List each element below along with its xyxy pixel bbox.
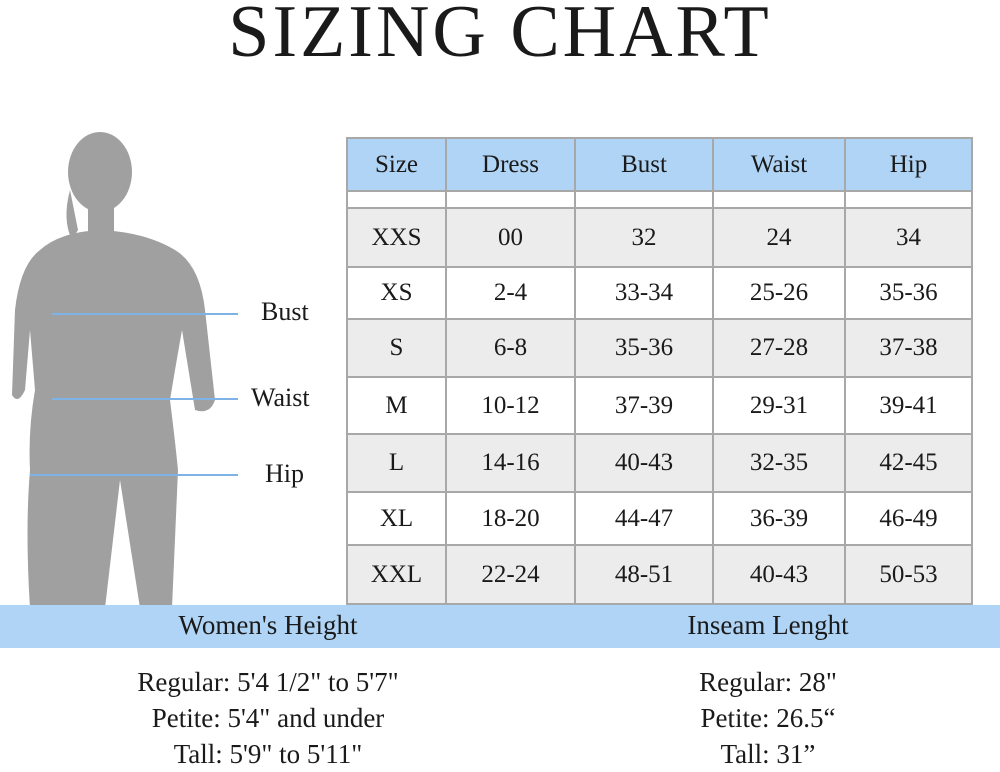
header-size: Size <box>346 137 447 192</box>
table-cell-dress: 22-24 <box>445 544 576 605</box>
height-regular: Regular: 5'4 1/2" to 5'7" <box>137 667 399 697</box>
spacer-row <box>346 190 973 209</box>
page-title: SIZING CHART <box>228 0 772 73</box>
table-cell-size: M <box>346 376 447 435</box>
table-cell-size: L <box>346 433 447 493</box>
woman-silhouette-icon <box>12 132 238 608</box>
height-petite: Petite: 5'4" and under <box>151 703 385 733</box>
table-row: M 10-12 37-39 29-31 39-41 <box>346 376 973 435</box>
table-cell-hip: 42-45 <box>844 433 973 493</box>
table-row: XL 18-20 44-47 36-39 46-49 <box>346 491 973 546</box>
inseam-tall: Tall: 31” <box>720 739 816 769</box>
table-cell-bust: 32 <box>574 207 714 268</box>
table-row: XXS 00 32 24 34 <box>346 207 973 268</box>
height-tall: Tall: 5'9" to 5'11" <box>173 739 363 769</box>
waist-label: Waist <box>251 383 310 412</box>
table-cell-bust: 37-39 <box>574 376 714 435</box>
table-cell-hip: 34 <box>844 207 973 268</box>
table-cell-bust: 48-51 <box>574 544 714 605</box>
table-cell-waist: 29-31 <box>712 376 846 435</box>
inseam-heading: Inseam Lenght <box>687 610 849 640</box>
table-cell-bust: 33-34 <box>574 266 714 320</box>
height-list: Regular: 5'4 1/2" to 5'7" Petite: 5'4" a… <box>18 664 518 772</box>
inseam-list: Regular: 28" Petite: 26.5“ Tall: 31” <box>518 664 1000 772</box>
table-cell-waist: 25-26 <box>712 266 846 320</box>
table-cell-dress: 2-4 <box>445 266 576 320</box>
table-cell-hip: 50-53 <box>844 544 973 605</box>
table-cell-hip: 35-36 <box>844 266 973 320</box>
inseam-petite: Petite: 26.5“ <box>700 703 836 733</box>
height-heading: Women's Height <box>178 610 358 640</box>
table-cell-size: S <box>346 318 447 378</box>
table-cell-dress: 14-16 <box>445 433 576 493</box>
header-hip: Hip <box>844 137 973 192</box>
table-cell-hip: 39-41 <box>844 376 973 435</box>
table-cell-waist: 24 <box>712 207 846 268</box>
table-row: S 6-8 35-36 27-28 37-38 <box>346 318 973 378</box>
size-table: Size Dress Bust Waist Hip XXS 00 32 24 34 XS 2… <box>346 137 973 605</box>
table-cell-waist: 27-28 <box>712 318 846 378</box>
inseam-regular: Regular: 28" <box>699 667 837 697</box>
table-cell-size: XXS <box>346 207 447 268</box>
table-cell-bust: 40-43 <box>574 433 714 493</box>
table-cell-waist: 40-43 <box>712 544 846 605</box>
table-cell-size: XXL <box>346 544 447 605</box>
table-row: XXL 22-24 48-51 40-43 50-53 <box>346 544 973 605</box>
table-row: XS 2-4 33-34 25-26 35-36 <box>346 266 973 320</box>
table-cell-dress: 18-20 <box>445 491 576 546</box>
table-cell-bust: 44-47 <box>574 491 714 546</box>
header-dress: Dress <box>445 137 576 192</box>
table-cell-hip: 46-49 <box>844 491 973 546</box>
table-cell-dress: 00 <box>445 207 576 268</box>
table-cell-dress: 10-12 <box>445 376 576 435</box>
table-cell-dress: 6-8 <box>445 318 576 378</box>
table-cell-size: XL <box>346 491 447 546</box>
table-cell-waist: 32-35 <box>712 433 846 493</box>
table-row: L 14-16 40-43 32-35 42-45 <box>346 433 973 493</box>
table-cell-bust: 35-36 <box>574 318 714 378</box>
bust-label: Bust <box>261 297 309 326</box>
table-cell-waist: 36-39 <box>712 491 846 546</box>
table-cell-size: XS <box>346 266 447 320</box>
table-header-row: Size Dress Bust Waist Hip <box>346 137 973 192</box>
hip-label: Hip <box>265 459 304 488</box>
info-band <box>0 605 1000 648</box>
table-cell-hip: 37-38 <box>844 318 973 378</box>
header-bust: Bust <box>574 137 714 192</box>
header-waist: Waist <box>712 137 846 192</box>
